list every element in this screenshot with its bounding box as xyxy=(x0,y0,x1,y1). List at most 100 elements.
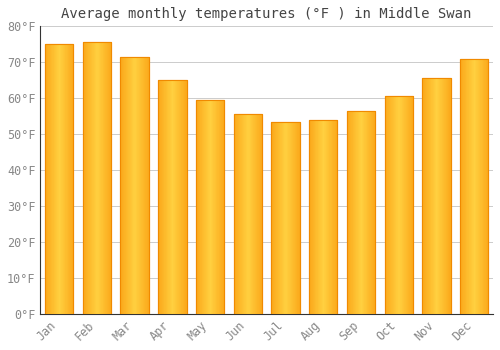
Bar xyxy=(162,80,164,314)
Bar xyxy=(251,114,252,314)
Bar xyxy=(70,44,71,314)
Bar xyxy=(327,120,328,314)
Bar xyxy=(275,121,276,314)
Bar xyxy=(108,42,109,314)
Bar xyxy=(131,57,132,314)
Bar xyxy=(140,57,141,314)
Bar xyxy=(142,57,143,314)
Bar xyxy=(196,100,224,314)
Bar xyxy=(412,96,413,314)
Bar xyxy=(132,57,133,314)
Bar xyxy=(482,59,483,314)
Bar xyxy=(176,80,177,314)
Bar xyxy=(295,121,296,314)
Bar xyxy=(158,80,186,314)
Bar xyxy=(199,100,200,314)
Bar xyxy=(196,100,224,314)
Bar xyxy=(177,80,178,314)
Bar xyxy=(276,121,277,314)
Bar xyxy=(214,100,215,314)
Bar xyxy=(95,42,96,314)
Bar xyxy=(354,111,355,314)
Bar xyxy=(310,120,311,314)
Bar xyxy=(481,59,482,314)
Bar xyxy=(470,59,471,314)
Bar xyxy=(320,120,321,314)
Bar xyxy=(72,44,73,314)
Bar xyxy=(426,78,427,314)
Bar xyxy=(447,78,448,314)
Bar xyxy=(309,120,338,314)
Bar xyxy=(252,114,253,314)
Bar xyxy=(211,100,212,314)
Bar xyxy=(278,121,279,314)
Bar xyxy=(165,80,166,314)
Bar xyxy=(101,42,102,314)
Bar xyxy=(388,96,389,314)
Bar xyxy=(366,111,367,314)
Bar xyxy=(218,100,219,314)
Bar xyxy=(133,57,134,314)
Bar xyxy=(387,96,388,314)
Bar xyxy=(394,96,395,314)
Bar xyxy=(216,100,217,314)
Bar xyxy=(102,42,103,314)
Bar xyxy=(223,100,224,314)
Bar xyxy=(347,111,375,314)
Bar xyxy=(406,96,407,314)
Bar xyxy=(279,121,280,314)
Bar xyxy=(83,42,111,314)
Bar xyxy=(64,44,65,314)
Bar xyxy=(45,44,74,314)
Bar xyxy=(460,59,488,314)
Bar xyxy=(208,100,209,314)
Bar xyxy=(106,42,107,314)
Bar xyxy=(466,59,467,314)
Bar xyxy=(196,100,197,314)
Bar xyxy=(487,59,488,314)
Bar xyxy=(120,57,149,314)
Bar xyxy=(468,59,469,314)
Bar xyxy=(472,59,473,314)
Bar xyxy=(245,114,246,314)
Bar xyxy=(181,80,182,314)
Bar xyxy=(430,78,431,314)
Bar xyxy=(53,44,54,314)
Bar xyxy=(182,80,183,314)
Bar xyxy=(241,114,242,314)
Bar xyxy=(352,111,353,314)
Bar xyxy=(294,121,295,314)
Bar xyxy=(48,44,49,314)
Bar xyxy=(138,57,139,314)
Bar xyxy=(148,57,149,314)
Bar xyxy=(334,120,335,314)
Bar xyxy=(358,111,360,314)
Bar xyxy=(125,57,126,314)
Bar xyxy=(432,78,433,314)
Bar xyxy=(441,78,442,314)
Bar xyxy=(361,111,362,314)
Bar xyxy=(83,42,84,314)
Bar xyxy=(407,96,408,314)
Bar xyxy=(136,57,137,314)
Bar xyxy=(297,121,298,314)
Bar xyxy=(184,80,185,314)
Bar xyxy=(404,96,405,314)
Bar xyxy=(348,111,349,314)
Bar xyxy=(239,114,240,314)
Bar xyxy=(309,120,310,314)
Bar xyxy=(92,42,93,314)
Bar xyxy=(107,42,108,314)
Bar xyxy=(200,100,201,314)
Bar xyxy=(374,111,375,314)
Bar xyxy=(313,120,314,314)
Bar xyxy=(290,121,291,314)
Bar xyxy=(171,80,172,314)
Bar xyxy=(351,111,352,314)
Bar xyxy=(98,42,99,314)
Bar xyxy=(449,78,450,314)
Bar xyxy=(431,78,432,314)
Bar xyxy=(219,100,220,314)
Bar xyxy=(250,114,251,314)
Bar xyxy=(185,80,186,314)
